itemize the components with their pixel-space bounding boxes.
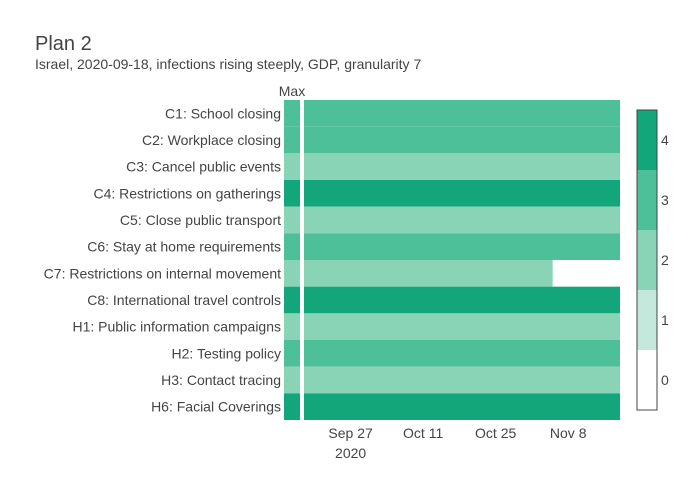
heatmap-row: H1: Public information campaigns [72,313,620,340]
plan-cell [304,180,620,207]
plan-cell [304,233,620,260]
colorbar: 0 1 2 3 4 [636,109,669,411]
plan-cell [304,313,620,340]
plan-cell [304,260,553,287]
max-cell [284,180,300,207]
row-label: H3: Contact tracing [161,372,281,388]
plan-cell [304,206,620,234]
row-label: C4: Restrictions on gatherings [93,185,281,201]
row-label: H6: Facial Coverings [151,399,281,415]
row-label: C2: Workplace closing [142,132,281,148]
heatmap-row: C6: Stay at home requirements [87,233,620,260]
max-column-label: Max [279,83,305,99]
plan-cell [304,286,620,314]
plan-cell [304,100,620,127]
x-tick-label: Oct 11 [403,425,443,441]
heatmap-row: C8: International travel controls [87,286,620,314]
heatmap-row: C1: School closing [165,100,620,127]
plan-cell [304,366,620,394]
max-cell [284,126,300,154]
max-cell [284,286,300,314]
chart-subtitle: Israel, 2020-09-18, infections rising st… [35,56,421,72]
max-cell [284,313,300,340]
colorbar-tick-label: 4 [661,132,669,148]
row-label: C7: Restrictions on internal movement [44,265,281,281]
x-axis: Sep 27 2020 Oct 11 Oct 25 Nov 8 [328,425,586,461]
heatmap-row: C3: Cancel public events [126,153,620,180]
heatmap-row: H6: Facial Coverings [151,393,620,420]
row-label: H2: Testing policy [172,345,281,361]
plan-cell [304,153,620,180]
x-tick-label: Sep 27 [328,425,373,441]
colorbar-segment [637,230,657,290]
row-label: C1: School closing [165,105,281,121]
heatmap-row: C7: Restrictions on internal movement [44,260,553,287]
heatmap-row: C2: Workplace closing [142,126,620,154]
colorbar-tick-label: 2 [661,252,669,268]
colorbar-tick-label: 1 [661,312,669,328]
colorbar-segment [637,350,657,410]
colorbar-tick-label: 0 [661,372,669,388]
max-cell [284,206,300,234]
row-label: C6: Stay at home requirements [87,239,281,255]
heatmap-rows: C1: School closing C2: Workplace closing C… [44,100,620,420]
plan-cell [304,393,620,420]
max-cell [284,153,300,180]
max-cell [284,393,300,420]
heatmap-row: C4: Restrictions on gatherings [93,180,620,207]
chart-title: Plan 2 [35,33,92,55]
max-cell [284,366,300,394]
max-cell [284,260,300,287]
heatmap-row: H3: Contact tracing [161,366,620,394]
plan-cell [304,340,620,367]
row-label: C5: Close public transport [120,212,281,228]
colorbar-outline [636,109,658,411]
x-tick-sublabel: 2020 [335,445,366,461]
colorbar-segment [637,170,657,230]
colorbar-tick-label: 3 [661,192,669,208]
x-tick-label: Oct 25 [475,425,516,441]
heatmap-row: H2: Testing policy [172,340,620,367]
colorbar-segment [637,110,657,170]
row-label: C8: International travel controls [87,292,281,308]
plan-cell [304,126,620,154]
heatmap-row: C5: Close public transport [120,206,620,234]
max-cell [284,340,300,367]
colorbar-segment [637,290,657,350]
x-tick-label: Nov 8 [550,425,587,441]
max-cell [284,100,300,127]
max-cell [284,233,300,260]
row-label: H1: Public information campaigns [72,319,281,335]
row-label: C3: Cancel public events [126,159,281,175]
